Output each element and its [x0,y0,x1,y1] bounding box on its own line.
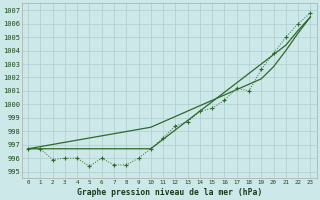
X-axis label: Graphe pression niveau de la mer (hPa): Graphe pression niveau de la mer (hPa) [76,188,262,197]
